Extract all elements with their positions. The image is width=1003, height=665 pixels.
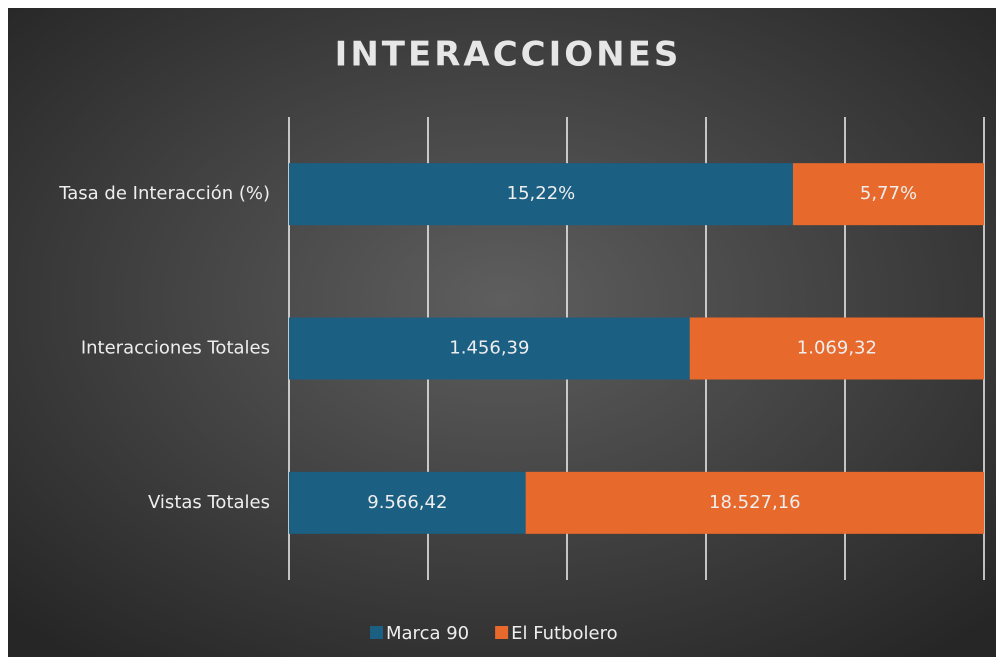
legend-swatch [495, 626, 509, 639]
chart-title: INTERACCIONES [335, 35, 682, 75]
bar [289, 317, 690, 380]
data-label: 1.069,32 [797, 338, 877, 359]
bar [289, 163, 793, 226]
y-tick-label: Tasa de Interacción (%) [58, 183, 270, 204]
bar [289, 471, 526, 534]
data-label: 1.456,39 [449, 338, 529, 359]
legend-label: El Futbolero [511, 623, 617, 644]
bar [525, 471, 984, 534]
legend-label: Marca 90 [386, 623, 469, 644]
data-label: 18.527,16 [709, 492, 801, 513]
data-label: 15,22% [507, 183, 576, 204]
y-tick-label: Interacciones Totales [81, 338, 270, 359]
bar [689, 317, 984, 380]
data-label: 5,77% [860, 183, 917, 204]
data-label: 9.566,42 [367, 492, 447, 513]
bar [792, 163, 984, 226]
y-tick-label: Vistas Totales [148, 492, 270, 513]
legend-swatch [370, 626, 383, 639]
